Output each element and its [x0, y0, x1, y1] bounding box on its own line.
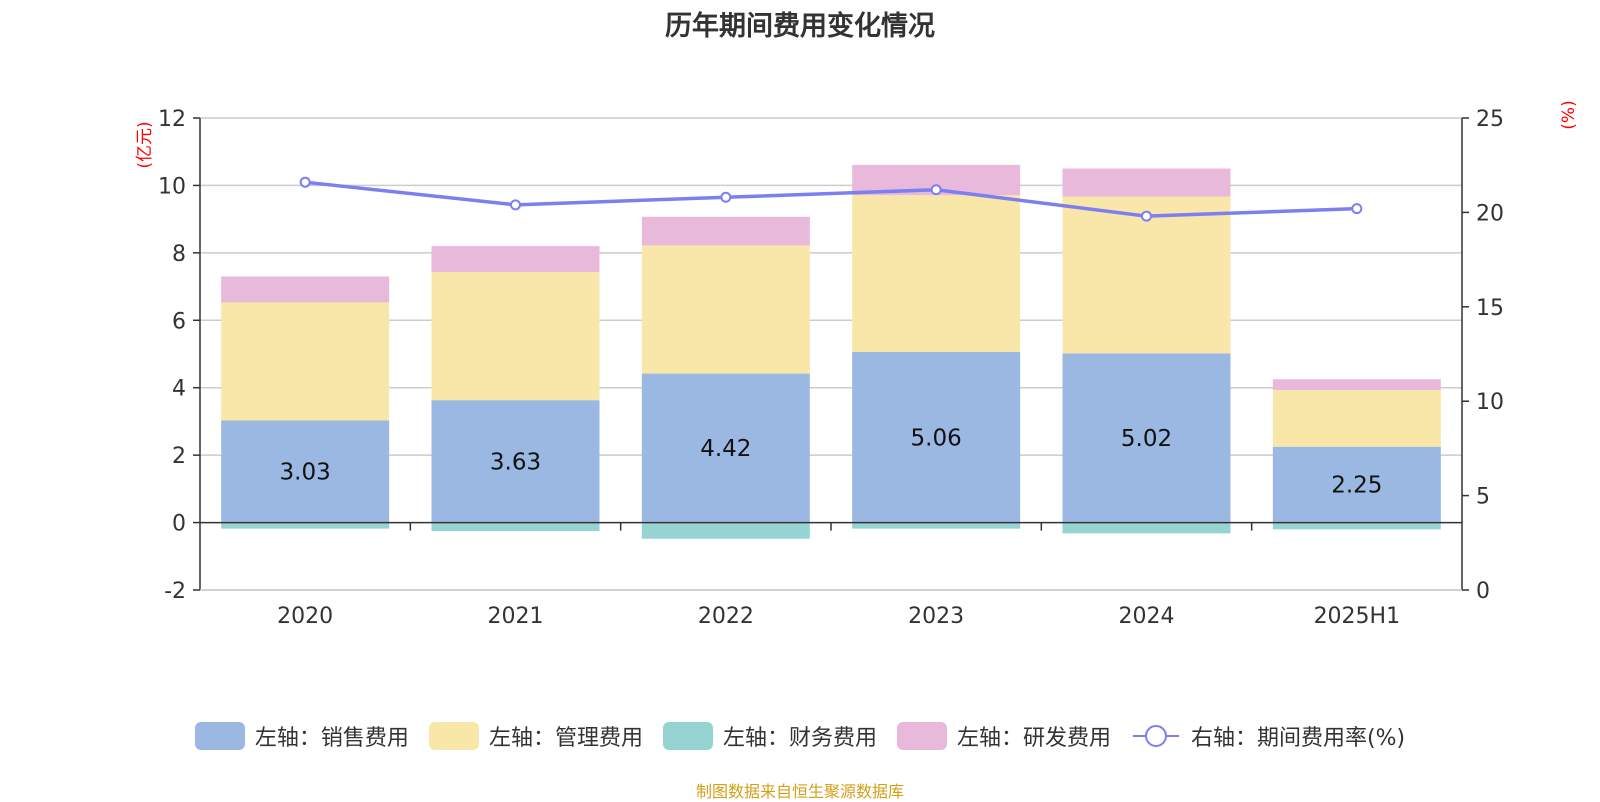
- bar-左轴-管理费用-2022: [641, 245, 810, 374]
- legend-item[interactable]: 左轴：研发费用: [896, 720, 1111, 752]
- bar-左轴-销售费用-2022: [641, 373, 810, 523]
- bar-左轴-财务费用-2020: [221, 522, 390, 529]
- left-tick-label: 10: [158, 174, 186, 199]
- bar-左轴-管理费用-2021: [431, 272, 600, 401]
- category-label: 2020: [277, 604, 333, 629]
- legend-swatch: [896, 722, 947, 750]
- data-label: 4.42: [700, 436, 751, 462]
- right-tick-label: 20: [1476, 201, 1504, 226]
- left-tick-label: 8: [172, 242, 186, 267]
- bar-左轴-研发费用-2022: [641, 216, 810, 246]
- right-tick-label: 0: [1476, 579, 1490, 604]
- bar-左轴-管理费用-2020: [221, 302, 390, 421]
- rate-point: [930, 184, 942, 196]
- legend-item[interactable]: 左轴：财务费用: [662, 720, 877, 752]
- grid-lines: [200, 117, 1462, 591]
- legend-label: 左轴：销售费用: [254, 726, 409, 751]
- legend-label: 左轴：研发费用: [956, 726, 1111, 751]
- legend-label: 左轴：财务费用: [722, 726, 877, 751]
- bar-左轴-管理费用-2023: [852, 195, 1021, 352]
- right-tick-label: 5: [1476, 485, 1490, 510]
- rate-point: [1141, 210, 1152, 222]
- data-label: 2.25: [1331, 473, 1382, 499]
- rate-point: [510, 199, 521, 211]
- category-label: 2025H1: [1314, 604, 1401, 629]
- bar-series: [221, 164, 1441, 539]
- category-label: 2022: [698, 604, 754, 629]
- data-label: 3.03: [280, 459, 331, 485]
- legend-swatch: [428, 722, 479, 750]
- category-label: 2023: [908, 604, 964, 629]
- legend-item[interactable]: 左轴：销售费用: [194, 720, 409, 752]
- legend-item[interactable]: 左轴：管理费用: [428, 720, 643, 752]
- category-label: 2021: [488, 604, 544, 629]
- bar-左轴-研发费用-2024: [1062, 168, 1231, 197]
- data-label: 3.63: [490, 449, 541, 475]
- left-tick-label: 2: [172, 444, 186, 469]
- bar-左轴-财务费用-2025H1: [1272, 522, 1441, 530]
- left-tick-label: 0: [172, 512, 186, 537]
- right-tick-label: 10: [1476, 390, 1504, 415]
- legend-label: 右轴：期间费用率(%): [1190, 726, 1406, 751]
- right-tick-label: 25: [1476, 107, 1504, 132]
- legend: 左轴：销售费用 左轴：管理费用 左轴：财务费用 左轴：研发费用 右轴：期间费用率(%): [0, 720, 1600, 752]
- bar-左轴-销售费用-2020: [221, 420, 390, 523]
- legend-item[interactable]: 右轴：期间费用率(%): [1131, 720, 1405, 752]
- left-tick-label: -2: [164, 579, 186, 604]
- bar-左轴-研发费用-2021: [431, 246, 600, 273]
- bar-左轴-财务费用-2021: [431, 522, 600, 531]
- data-labels: 3.03 3.63 4.42 5.06 5.02 2.25: [280, 425, 1383, 498]
- bar-左轴-管理费用-2024: [1062, 196, 1231, 354]
- bar-左轴-研发费用-2020: [221, 276, 390, 303]
- rate-point: [720, 191, 732, 203]
- chart-title: 历年期间费用变化情况: [665, 11, 935, 42]
- source-note: 制图数据来自恒生聚源数据库: [695, 782, 904, 801]
- legend-label: 左轴：管理费用: [488, 726, 643, 751]
- right-tick-label: 15: [1476, 296, 1504, 321]
- right-axis-unit: (%): [1559, 100, 1579, 129]
- left-tick-label: 4: [172, 377, 186, 402]
- bar-左轴-销售费用-2021: [431, 400, 600, 523]
- bar-左轴-研发费用-2025H1: [1272, 379, 1441, 391]
- legend-line-marker-icon: [1132, 725, 1179, 747]
- bar-左轴-管理费用-2025H1: [1272, 390, 1441, 447]
- bar-左轴-财务费用-2023: [852, 522, 1021, 529]
- bar-左轴-财务费用-2022: [641, 522, 810, 539]
- rate-line: [304, 180, 1357, 218]
- bar-左轴-销售费用-2023: [852, 351, 1021, 523]
- left-tick-label: 12: [158, 107, 186, 132]
- legend-swatch: [194, 722, 245, 750]
- rate-point: [1351, 203, 1363, 215]
- axes: -2 0 2 4 6 8 10 12 0 5 10 15 20 25 2020 2021 2022 2023 202…: [135, 100, 1579, 629]
- data-label: 5.02: [1121, 426, 1172, 452]
- chart-plot: -2 0 2 4 6 8 10 12 0 5 10 15 20 25 2020 2021 2022 2023 202…: [135, 100, 1579, 629]
- left-tick-label: 6: [172, 309, 186, 334]
- category-label: 2024: [1119, 604, 1175, 629]
- data-label: 5.06: [911, 425, 962, 451]
- bar-左轴-销售费用-2024: [1062, 353, 1231, 523]
- rate-line-series: [299, 176, 1363, 222]
- rate-point: [299, 176, 311, 188]
- legend-marker: [1144, 725, 1167, 747]
- bar-左轴-财务费用-2024: [1062, 522, 1231, 534]
- bar-左轴-销售费用-2025H1: [1272, 446, 1441, 523]
- legend-swatch: [662, 722, 713, 750]
- left-axis-unit: (亿元): [135, 121, 155, 168]
